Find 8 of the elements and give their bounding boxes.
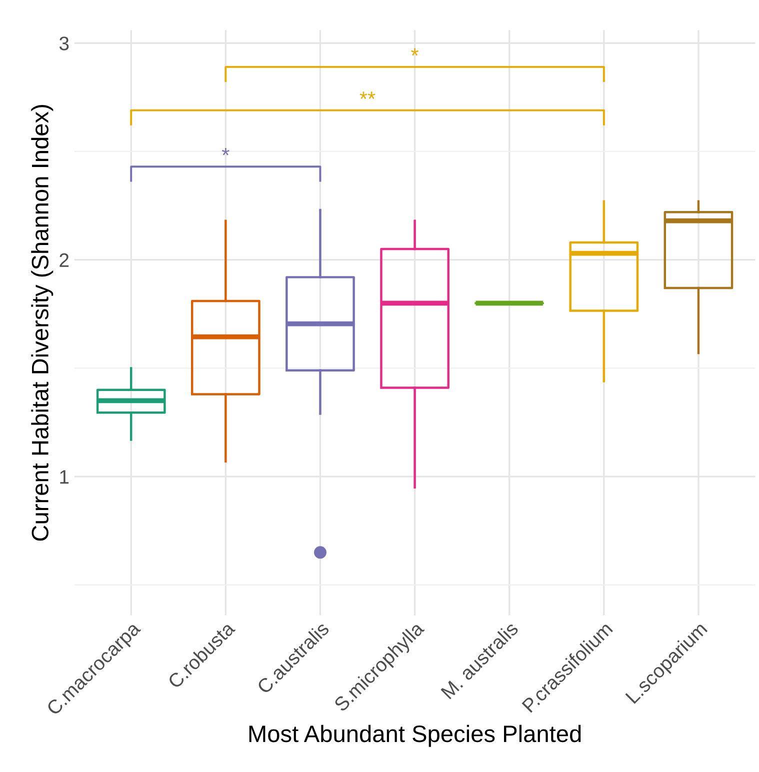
- y-axis-title: Current Habitat Diversity (Shannon Index): [31, 104, 54, 541]
- annotation: *: [222, 148, 230, 156]
- annotation: *: [411, 48, 419, 56]
- y-tick-label: 3: [59, 36, 69, 50]
- annotation: **: [360, 92, 376, 99]
- y-tick-label: 2: [60, 253, 69, 267]
- x-axis-title: Most Abundant Species Planted: [249, 724, 581, 747]
- y-tick-label: 1: [60, 470, 69, 484]
